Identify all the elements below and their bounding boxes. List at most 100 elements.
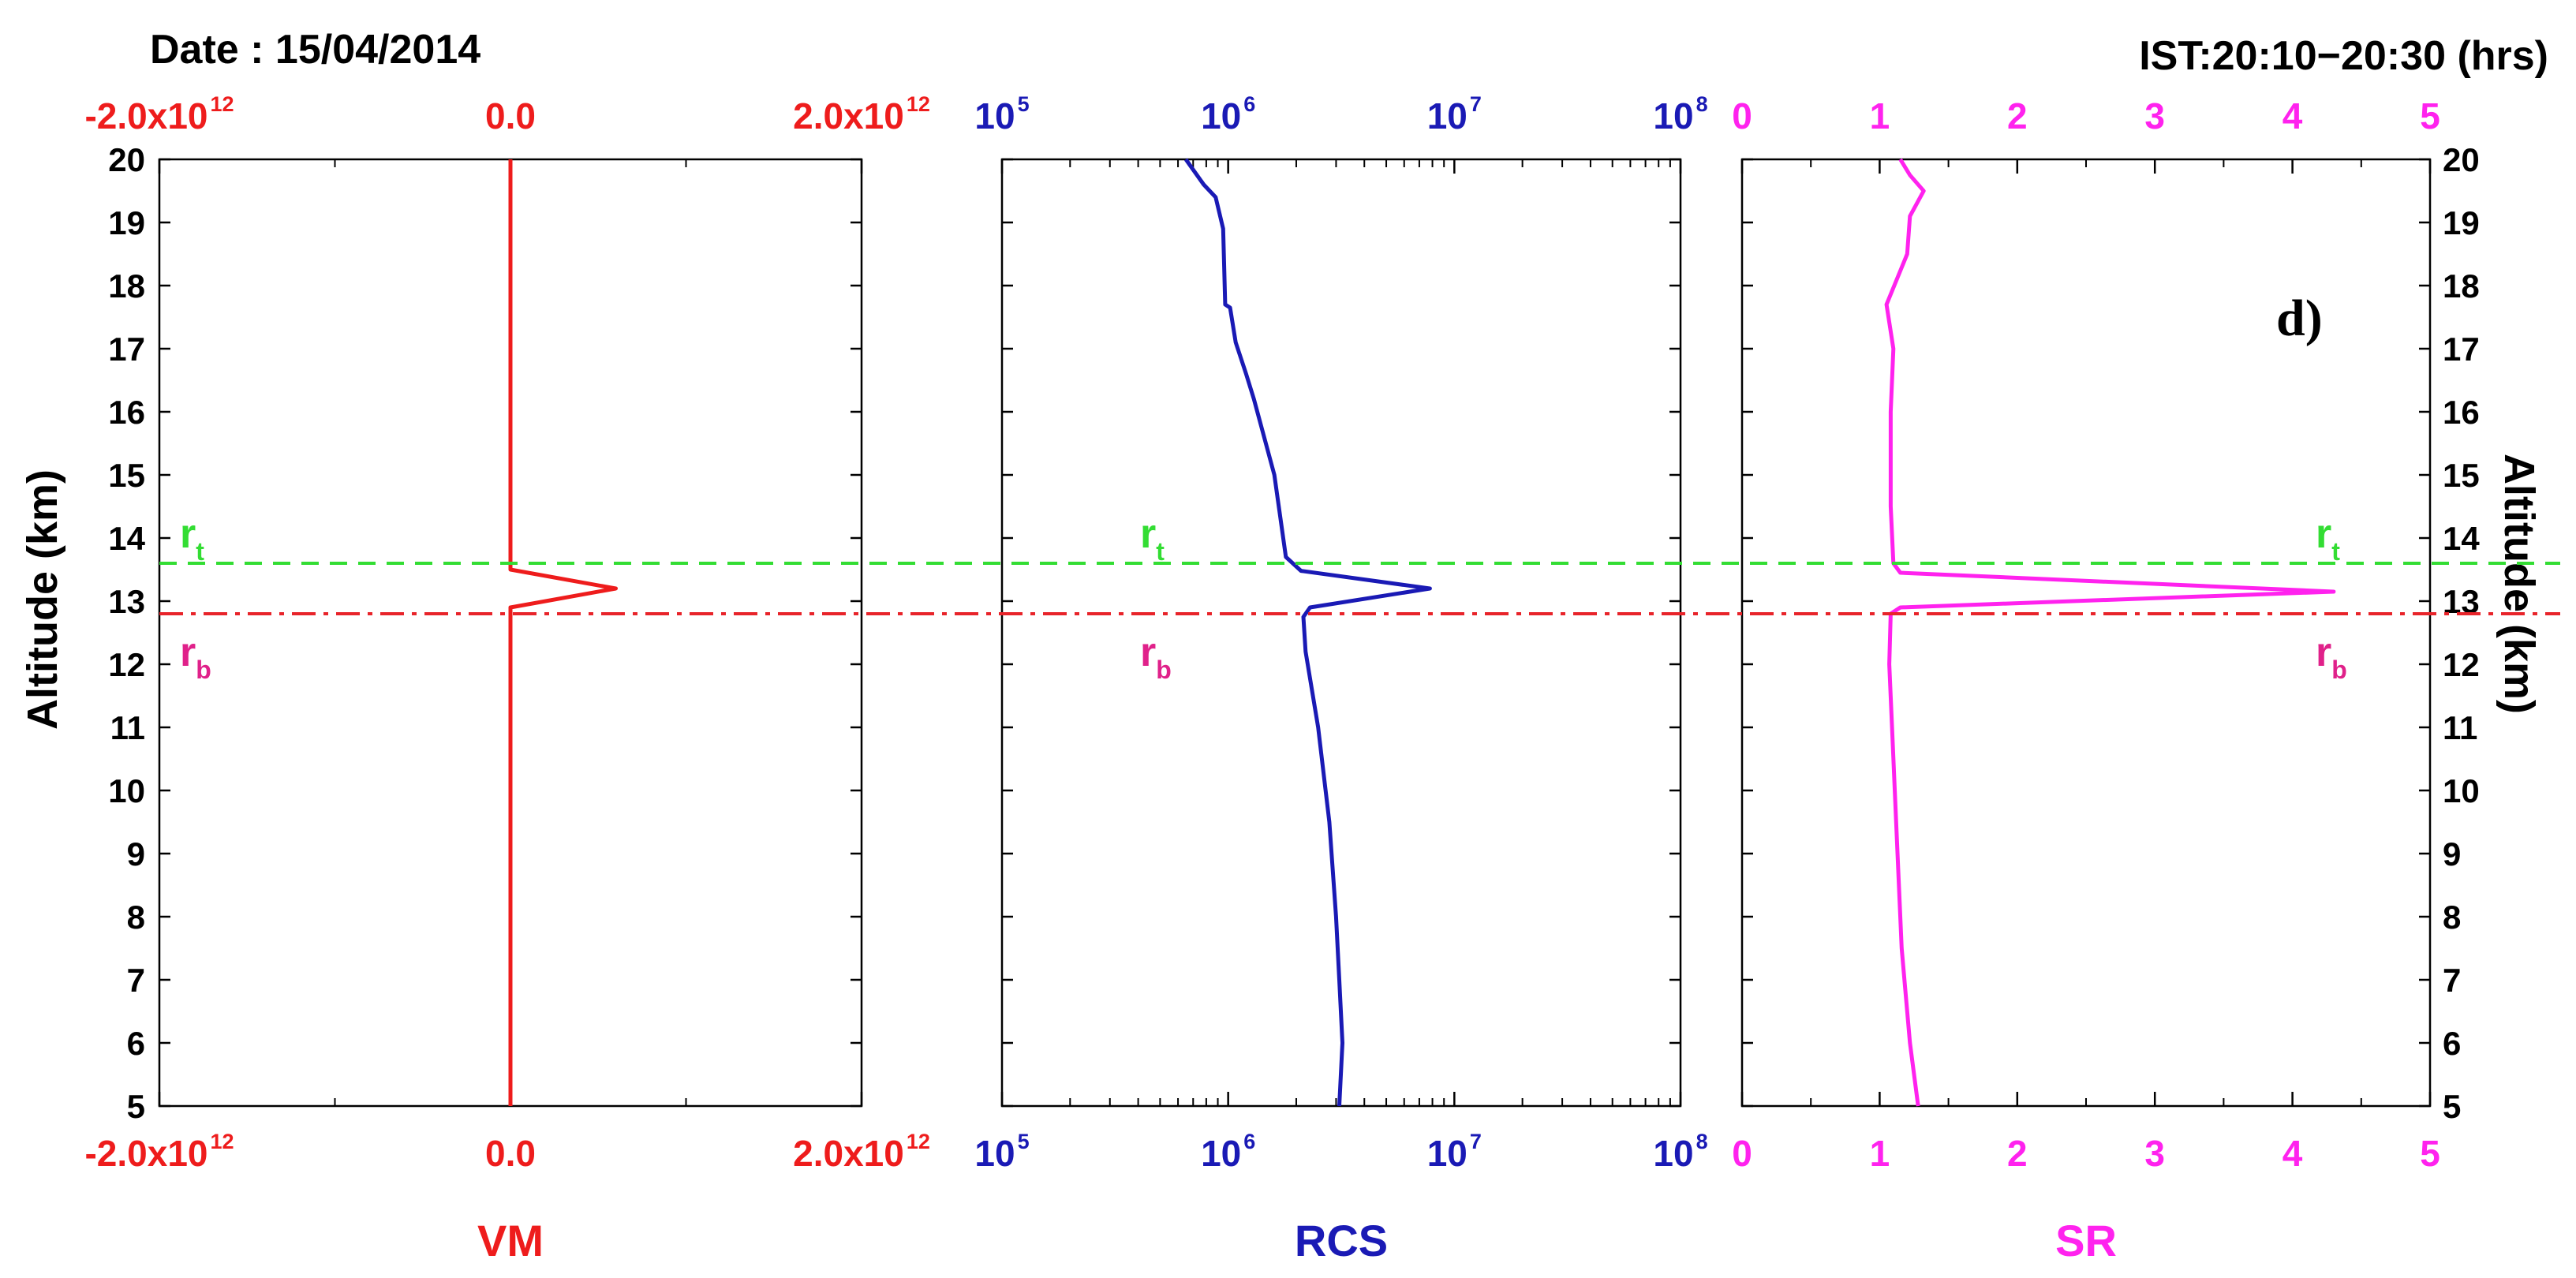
x-tick-label-top-rcs-1: 10 6 [1201,92,1255,136]
x-tick-label-top-sr-1-mantissa: 1 [1870,95,1890,136]
series-line-sr [1884,158,2336,1107]
boundary-label-t-2: rt [2316,511,2340,566]
x-tick-label-top-sr-3-mantissa: 3 [2144,95,2165,136]
x-tick-label-bottom-rcs-0-exponent: 5 [1018,1130,1030,1153]
y-tick-label-left-8: 13 [108,583,145,620]
x-tick-label-top-sr-3: 3 [2144,95,2165,136]
boundary-subscript: b [1156,656,1172,684]
y-tick-label-left-1: 6 [127,1025,145,1062]
x-tick-label-bottom-sr-3: 3 [2144,1133,2165,1174]
boundary-letter: r [180,511,196,557]
x-tick-label-top-rcs-2-mantissa: 10 [1427,95,1467,136]
y-tick-label-right-6: 11 [2443,709,2477,746]
x-tick-label-top-sr-4-mantissa: 4 [2283,95,2303,136]
x-tick-label-bottom-rcs-3-exponent: 8 [1696,1130,1708,1153]
y-tick-label-left-9: 14 [108,520,145,557]
boundary-letter: r [1140,630,1156,675]
y-tick-label-left-3: 8 [127,899,145,936]
x-tick-label-bottom-sr-0-mantissa: 0 [1732,1133,1752,1174]
y-tick-label-right-7: 12 [2443,646,2480,683]
x-tick-label-bottom-vm-1-mantissa: 0.0 [485,1133,536,1174]
boundary-subscript: t [196,537,204,566]
boundary-label-b-0: rb [180,630,211,684]
x-tick-label-bottom-rcs-2: 10 7 [1427,1130,1482,1174]
x-tick-label-top-rcs-1-exponent: 6 [1243,92,1255,116]
y-tick-label-right-5: 10 [2443,772,2480,809]
y-tick-label-left-15: 20 [108,141,145,178]
x-tick-label-bottom-vm-2-exponent: 12 [907,1130,930,1153]
x-tick-label-top-rcs-0: 10 5 [974,92,1029,136]
y-tick-label-left-2: 7 [127,962,145,999]
x-tick-label-bottom-rcs-2-exponent: 7 [1470,1130,1482,1153]
boundary-subscript: t [1156,537,1165,566]
x-tick-label-bottom-rcs-3-mantissa: 10 [1653,1133,1693,1174]
plot-frame-rcs [1000,158,1682,1108]
y-axis-label-right: Altitude (km) [2496,454,2543,714]
x-tick-label-bottom-rcs-0-mantissa: 10 [974,1133,1015,1174]
y-tick-label-right-10: 15 [2443,457,2480,494]
time-title: IST:20:10−20:30 (hrs) [2139,33,2548,79]
x-tick-label-bottom-vm-2-mantissa: 2.0x10 [793,1133,904,1174]
x-tick-label-bottom-sr-0: 0 [1732,1133,1752,1174]
x-tick-label-bottom-sr-3-mantissa: 3 [2144,1133,2165,1174]
y-tick-label-right-4: 9 [2443,835,2461,873]
x-tick-label-bottom-sr-5: 5 [2420,1133,2440,1174]
y-tick-label-right-11: 16 [2443,394,2480,431]
boundary-subscript: b [2331,656,2347,684]
y-tick-label-right-2: 7 [2443,962,2461,999]
x-tick-label-top-sr-0-mantissa: 0 [1732,95,1752,136]
x-tick-label-bottom-vm-0-exponent: 12 [210,1130,234,1153]
x-tick-label-top-vm-1: 0.0 [485,95,536,136]
boundary-letter: r [2316,630,2331,675]
x-tick-label-top-rcs-0-exponent: 5 [1018,92,1030,116]
boundary-letter: r [1140,511,1156,557]
y-tick-label-right-3: 8 [2443,899,2461,936]
x-tick-label-bottom-rcs-2-mantissa: 10 [1427,1133,1467,1174]
x-tick-label-top-sr-4: 4 [2283,95,2303,136]
x-tick-label-bottom-sr-1-mantissa: 1 [1870,1133,1890,1174]
x-tick-label-top-vm-0-exponent: 12 [210,92,234,116]
y-tick-label-right-1: 6 [2443,1025,2461,1062]
x-tick-label-top-vm-2-exponent: 12 [907,92,930,116]
boundary-label-t-1: rt [1140,511,1165,566]
x-tick-label-top-sr-5: 5 [2420,95,2440,136]
y-tick-label-left-6: 11 [110,709,145,746]
x-tick-label-top-sr-1: 1 [1870,95,1890,136]
y-tick-label-right-14: 19 [2443,204,2480,241]
panel-vm: -2.0x10 12-2.0x10 120.00.02.0x10 122.0x10 12… [84,92,929,1265]
x-tick-label-top-vm-2: 2.0x10 12 [793,92,930,136]
x-tick-label-top-rcs-3-mantissa: 10 [1653,95,1693,136]
x-tick-label-top-vm-1-mantissa: 0.0 [485,95,536,136]
boundary-letter: r [180,630,196,675]
y-axis-label-left: Altitude (km) [19,469,66,730]
x-tick-label-top-rcs-2-exponent: 7 [1470,92,1482,116]
series-line-vm [508,159,618,1106]
x-tick-label-bottom-sr-2-mantissa: 2 [2007,1133,2028,1174]
date-title: Date : 15/04/2014 [150,27,480,73]
x-tick-label-top-rcs-3-exponent: 8 [1696,92,1708,116]
y-tick-label-left-7: 12 [108,646,145,683]
y-tick-label-left-11: 16 [108,394,145,431]
y-tick-label-left-12: 17 [108,331,145,368]
y-tick-label-right-0: 5 [2443,1088,2461,1125]
boundary-label-b-1: rb [1140,630,1172,684]
y-tick-label-right-13: 18 [2443,267,2480,305]
boundary-label-t-0: rt [180,511,204,566]
boundary-letter: r [2316,511,2331,557]
y-tick-label-left-4: 9 [127,835,145,873]
x-tick-label-bottom-vm-2: 2.0x10 12 [793,1130,930,1174]
x-tick-label-bottom-vm-1: 0.0 [485,1133,536,1174]
x-tick-label-bottom-vm-0: -2.0x10 12 [84,1130,234,1174]
y-tick-label-left-5: 10 [108,772,145,809]
x-tick-label-bottom-sr-5-mantissa: 5 [2420,1133,2440,1174]
x-tick-label-top-vm-0: -2.0x10 12 [84,92,234,136]
x-tick-label-bottom-rcs-1: 10 6 [1201,1130,1255,1174]
plots-layer: -2.0x10 12-2.0x10 120.00.02.0x10 122.0x10 12… [84,92,2560,1265]
x-tick-label-top-sr-5-mantissa: 5 [2420,95,2440,136]
y-tick-label-left-13: 18 [108,267,145,305]
x-tick-label-top-rcs-1-mantissa: 10 [1201,95,1241,136]
x-tick-label-top-sr-2: 2 [2007,95,2028,136]
x-tick-label-bottom-rcs-1-mantissa: 10 [1201,1133,1241,1174]
